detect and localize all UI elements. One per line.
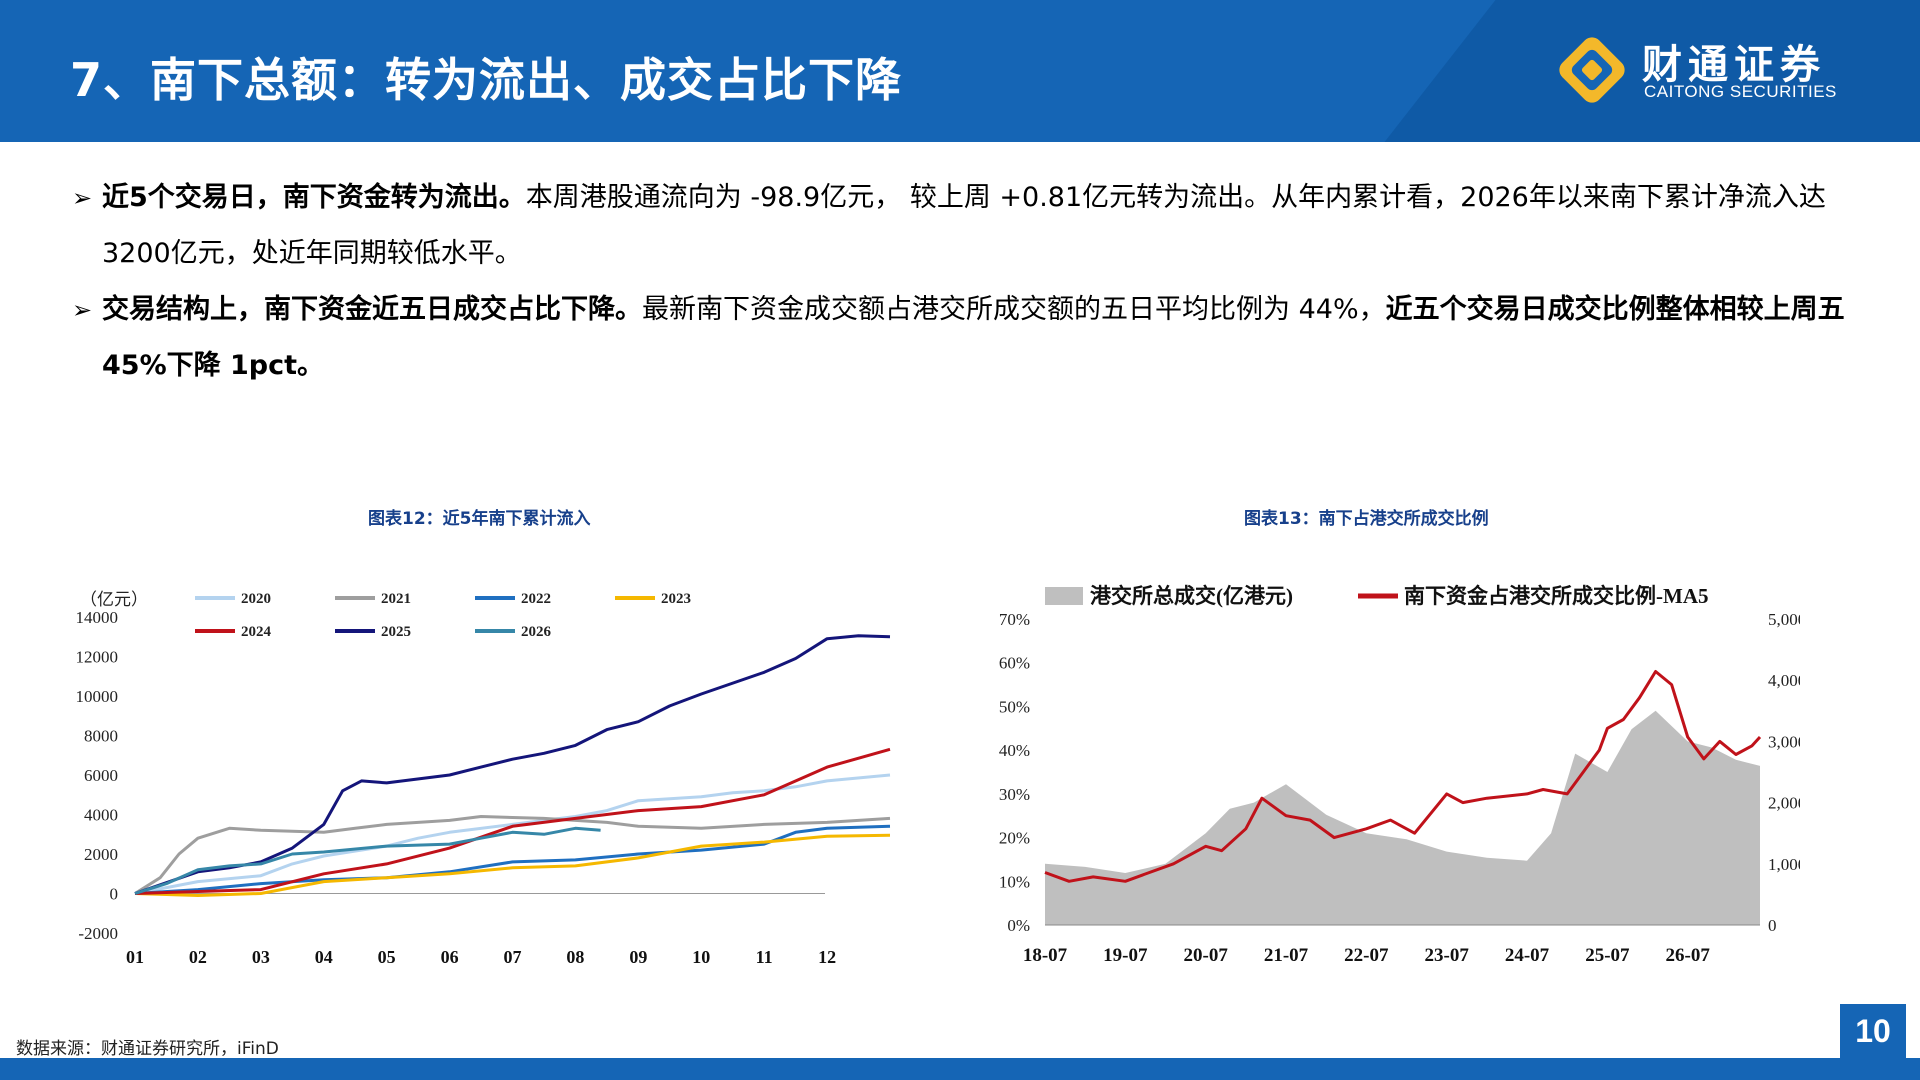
y-tick-label: 8000	[84, 727, 118, 746]
x-tick-label: 26-07	[1666, 945, 1711, 966]
series-line-2020	[134, 773, 891, 895]
bullet-list: ➢ 近5个交易日，南下资金转为流出。本周港股通流向为 -98.9亿元， 较上周 …	[72, 170, 1852, 394]
legend-label: 南下资金占港交所成交比例-MA5	[1404, 584, 1708, 608]
legend-label: 港交所总成交(亿港元)	[1090, 584, 1293, 608]
legend-label: 2020	[241, 591, 271, 607]
y-left-tick-label: 20%	[999, 829, 1030, 848]
southbound-share-chart: 港交所总成交(亿港元) 南下资金占港交所成交比例-MA5 0% 10% 20% 30% 40…	[999, 584, 1800, 966]
y-left-tick-label: 10%	[999, 872, 1030, 891]
y-tick-label: 14000	[76, 608, 119, 627]
logo-name: 财通证券	[1642, 42, 1826, 88]
page-title: 7、南下总额：转为流出、成交占比下降	[70, 53, 903, 107]
legend-label: 2023	[661, 591, 691, 607]
x-tick-label: 08	[566, 947, 584, 967]
y-left-tick-label: 50%	[999, 697, 1030, 716]
bullet-text: 最新南下资金成交额占港交所成交额的五日平均比例为 44%，	[642, 294, 1386, 325]
x-tick-label: 22-07	[1344, 945, 1389, 966]
x-tick-label: 06	[441, 947, 459, 967]
y-tick-label: 12000	[76, 648, 119, 667]
bullet-bold-text: 交易结构上，南下资金近五日成交占比下降。	[102, 294, 642, 325]
y-right-tick-label: 0	[1768, 916, 1777, 935]
x-tick-label: 20-07	[1184, 945, 1229, 966]
company-logo: 财通证券 CAITONG SECURITIES	[1552, 30, 1852, 110]
y-right-tick-label: 1,000	[1768, 855, 1800, 874]
legend-label: 2024	[241, 624, 272, 640]
series-line-2025	[134, 634, 891, 895]
series-line-2022	[134, 824, 891, 895]
cumulative-inflow-chart: （亿元） -2000 0 2000 4000 6000 8000 10000 12000 1400…	[76, 590, 891, 967]
series-line-2023	[134, 833, 891, 897]
series-line-southbound-share	[1044, 670, 1762, 883]
arrow-bullet-icon: ➢	[72, 296, 93, 324]
footer-bar	[0, 1058, 1920, 1080]
logo-subtitle: CAITONG SECURITIES	[1644, 82, 1837, 101]
x-tick-label: 25-07	[1585, 945, 1630, 966]
legend-label: 2026	[521, 624, 552, 640]
y-tick-label: -2000	[78, 924, 118, 943]
y-tick-label: 4000	[84, 806, 118, 825]
y-left-tick-label: 60%	[999, 654, 1030, 673]
x-tick-label: 23-07	[1425, 945, 1470, 966]
legend-swatch	[1045, 587, 1083, 605]
bullet-bold-text-2: 近五个交易日成交比例整体相较上周五 45%下降 1pct。	[102, 294, 1845, 381]
x-tick-label: 07	[504, 947, 522, 967]
series-area-exchange-turnover	[1045, 710, 1760, 925]
x-tick-label: 18-07	[1023, 945, 1068, 966]
x-tick-label: 11	[756, 947, 773, 967]
y-tick-label: 10000	[76, 687, 119, 706]
bullet-bold-text: 近5个交易日，南下资金转为流出。	[102, 182, 526, 213]
x-tick-label: 21-07	[1264, 945, 1309, 966]
y-left-tick-label: 70%	[999, 610, 1030, 629]
logo-icon	[1559, 37, 1625, 103]
y-tick-label: 0	[110, 885, 119, 904]
series-line-2024	[134, 747, 891, 895]
x-tick-label: 05	[378, 947, 396, 967]
y-right-tick-label: 5,000	[1768, 610, 1800, 629]
y-right-tick-label: 3,000	[1768, 732, 1800, 751]
bullet-item: ➢ 近5个交易日，南下资金转为流出。本周港股通流向为 -98.9亿元， 较上周 …	[72, 170, 1852, 282]
x-tick-label: 03	[252, 947, 270, 967]
header-bar: 7、南下总额：转为流出、成交占比下降 财通证券 CAITONG SECURITI…	[0, 0, 1920, 142]
chart2-title: 图表13：南下占港交所成交比例	[1244, 509, 1489, 529]
arrow-bullet-icon: ➢	[72, 184, 93, 212]
y-left-tick-label: 40%	[999, 741, 1030, 760]
legend-label: 2025	[381, 624, 411, 640]
y-right-tick-label: 2,000	[1768, 794, 1800, 813]
legend-label: 2022	[521, 591, 551, 607]
unit-label: （亿元）	[80, 590, 148, 609]
bullet-item: ➢ 交易结构上，南下资金近五日成交占比下降。最新南下资金成交额占港交所成交额的五…	[72, 282, 1852, 394]
x-tick-label: 12	[818, 947, 836, 967]
y-left-tick-label: 30%	[999, 785, 1030, 804]
series-line-2026	[134, 826, 601, 895]
x-tick-label: 01	[126, 947, 144, 967]
series-line-2021	[134, 815, 891, 895]
x-tick-label: 10	[692, 947, 710, 967]
data-source: 数据来源：财通证券研究所，iFinD	[16, 1039, 279, 1059]
bullet-text: 本周港股通流向为 -98.9亿元， 较上周 +0.81亿元转为流出。从年内累计看…	[102, 182, 1826, 269]
chart1-title: 图表12：近5年南下累计流入	[368, 509, 591, 529]
x-tick-label: 04	[315, 947, 333, 967]
y-tick-label: 2000	[84, 845, 118, 864]
y-left-tick-label: 0%	[1007, 916, 1030, 935]
x-tick-label: 02	[189, 947, 207, 967]
x-tick-label: 09	[629, 947, 647, 967]
legend-label: 2021	[381, 591, 411, 607]
x-tick-label: 19-07	[1103, 945, 1148, 966]
y-right-tick-label: 4,000	[1768, 671, 1800, 690]
y-tick-label: 6000	[84, 766, 118, 785]
x-tick-label: 24-07	[1505, 945, 1550, 966]
page-number: 10	[1840, 1004, 1906, 1058]
